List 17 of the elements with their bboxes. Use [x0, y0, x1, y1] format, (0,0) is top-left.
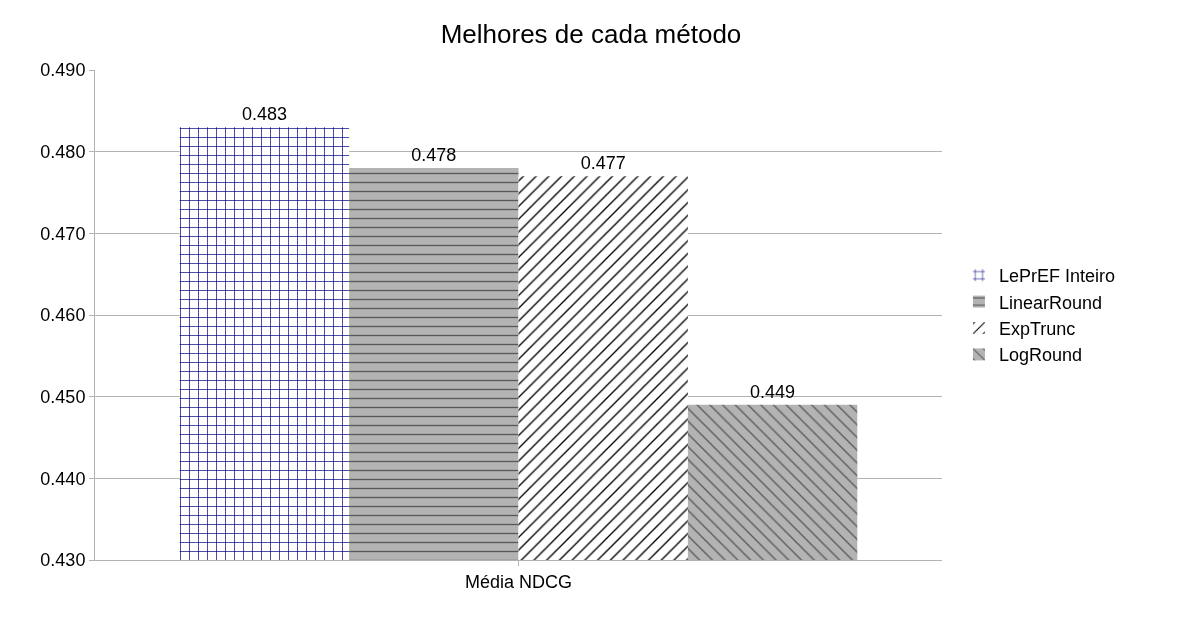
- text: LinearRound: [998, 292, 1103, 313]
- data-label: 0.478: [411, 145, 457, 165]
- y-tick-label: 0.440: [40, 468, 86, 489]
- text: LePrEF Inteiro: [998, 266, 1115, 287]
- y-tick-label: 0.430: [40, 550, 86, 571]
- y-tick-label: 0.470: [40, 223, 86, 244]
- y-tick-label: 0.460: [40, 305, 86, 326]
- y-tick-label: 0.480: [40, 141, 86, 162]
- text: LogRound: [998, 345, 1083, 366]
- y-tick-label: 0.490: [40, 60, 86, 81]
- chart-title: Melhores de cada método: [440, 19, 742, 49]
- y-tick-label: 0.450: [40, 386, 86, 407]
- text: ExpTrunc: [998, 319, 1076, 340]
- data-label: 0.483: [241, 104, 287, 125]
- data-label: 0.477: [580, 153, 626, 174]
- x-tick-label: Média NDCG: [464, 571, 573, 592]
- data-label: 0.449: [750, 381, 796, 402]
